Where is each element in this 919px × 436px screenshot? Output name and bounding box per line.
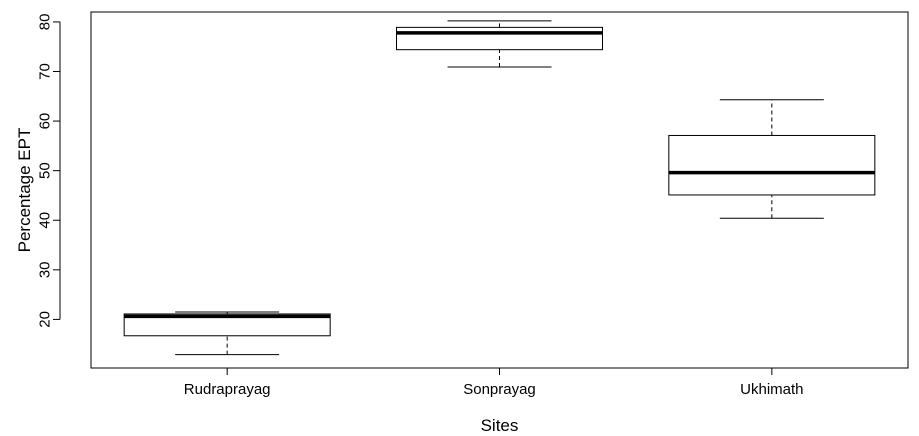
y-axis: 20 30 40 50 60 70 80 [36,14,61,328]
y-tick-label: 20 [36,311,53,328]
x-axis-title: Sites [481,416,519,435]
box-ukhimath [668,99,876,219]
y-tick-label: 50 [36,162,53,179]
x-tick-label: Sonprayag [463,381,536,398]
box-rudraprayag [123,311,331,356]
box-iqr [123,313,331,337]
x-tick-label: Rudraprayag [184,381,271,398]
y-axis-title: Percentage EPT [15,128,34,253]
y-tick-label: 70 [36,63,53,80]
y-tick-label: 40 [36,212,53,229]
box-iqr [396,26,603,51]
y-tick-label: 30 [36,261,53,278]
x-axis: Rudraprayag Sonprayag Ukhimath [184,367,804,398]
box-sonprayag [396,20,603,68]
boxes [123,20,876,356]
box-iqr [668,134,876,196]
x-tick-label: Ukhimath [740,381,803,398]
y-tick-label: 80 [36,14,53,31]
y-tick-label: 60 [36,113,53,130]
